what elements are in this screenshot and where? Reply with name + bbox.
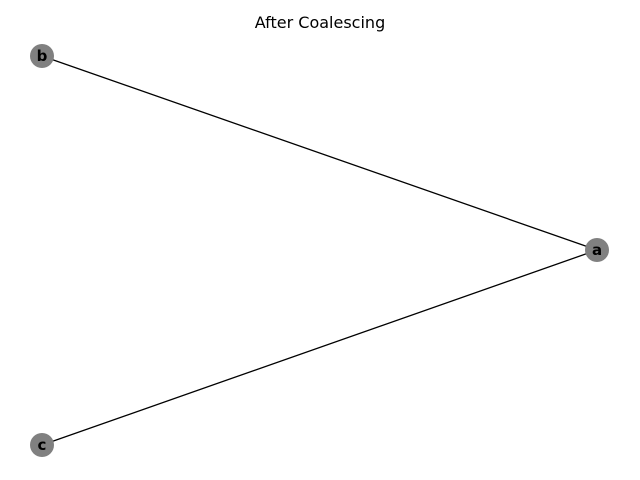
edge-c-a (41, 249, 598, 446)
edge-layer (41, 55, 598, 446)
node-a: a (585, 238, 609, 262)
node-label-c: c (38, 436, 47, 454)
node-b: b (30, 44, 54, 68)
node-circle-c (30, 433, 54, 457)
node-label-b: b (37, 47, 48, 65)
diagram-title: After Coalescing (255, 13, 385, 32)
edge-b-a (41, 55, 598, 251)
node-c: c (30, 433, 54, 457)
node-label-a: a (592, 241, 602, 259)
node-circle-b (30, 44, 54, 68)
node-circle-a (585, 238, 609, 262)
node-layer: a b c (30, 44, 609, 457)
